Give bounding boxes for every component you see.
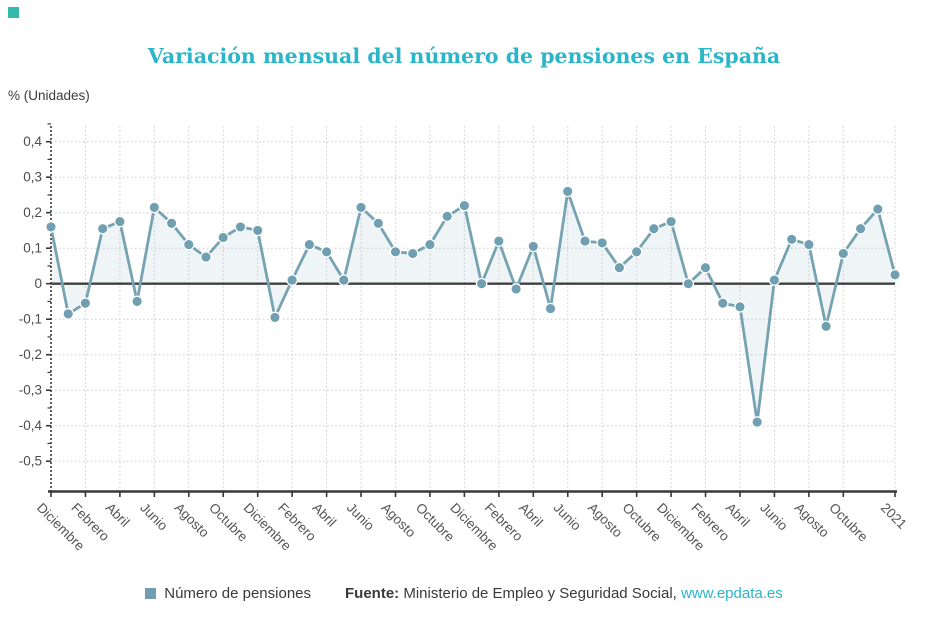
data-point[interactable] — [458, 199, 471, 212]
data-point[interactable] — [389, 245, 402, 258]
data-point[interactable] — [854, 222, 867, 235]
source-text: Fuente: Ministerio de Empleo y Seguridad… — [345, 585, 783, 602]
data-point[interactable] — [871, 203, 884, 215]
data-point[interactable] — [182, 238, 195, 251]
data-point[interactable] — [406, 247, 419, 260]
data-point[interactable] — [734, 300, 746, 313]
data-point[interactable] — [79, 297, 92, 310]
y-axis-label: -0,3 — [19, 383, 42, 398]
data-point[interactable] — [492, 235, 505, 247]
data-point[interactable] — [337, 274, 350, 286]
data-point[interactable] — [200, 251, 212, 263]
data-point[interactable] — [165, 217, 178, 230]
data-point[interactable] — [251, 224, 264, 237]
epdata-link[interactable]: www.epdata.es — [681, 585, 783, 602]
data-point[interactable] — [131, 295, 143, 308]
data-point[interactable] — [269, 311, 281, 324]
data-point[interactable] — [889, 268, 901, 281]
x-axis-label: Junio — [551, 500, 584, 533]
data-point[interactable] — [785, 233, 798, 246]
data-point[interactable] — [803, 238, 815, 251]
data-point[interactable] — [544, 302, 557, 315]
data-point[interactable] — [648, 222, 660, 235]
data-point[interactable] — [424, 238, 436, 251]
x-axis-label: 2021 — [878, 500, 910, 532]
data-point[interactable] — [630, 245, 643, 258]
x-axis-label: Agosto — [172, 500, 212, 540]
x-axis-label: Abril — [309, 500, 339, 530]
data-point[interactable] — [837, 247, 850, 260]
x-axis-label: Agosto — [378, 500, 418, 540]
legend-swatch — [145, 588, 157, 599]
x-axis-label: Abril — [723, 500, 753, 530]
data-point[interactable] — [475, 277, 488, 290]
data-point[interactable] — [234, 221, 247, 233]
x-axis-label: Agosto — [585, 500, 625, 540]
y-axis-label: 0,2 — [23, 205, 42, 220]
data-point[interactable] — [62, 308, 75, 320]
data-point[interactable] — [303, 238, 316, 251]
data-point[interactable] — [320, 245, 333, 258]
data-point[interactable] — [114, 215, 126, 228]
y-axis-label: 0,4 — [23, 134, 42, 149]
data-point[interactable] — [716, 297, 729, 310]
data-point[interactable] — [820, 320, 832, 333]
pensions-line-chart[interactable]: 0,40,30,20,10-0,1-0,2-0,3-0,4-0,5Diciemb… — [0, 0, 928, 580]
x-axis-label: Abril — [103, 500, 133, 530]
data-point[interactable] — [148, 201, 161, 214]
data-point[interactable] — [665, 215, 677, 228]
y-axis-label: 0,1 — [23, 241, 42, 256]
footer-row: Número de pensiones Fuente: Ministerio d… — [0, 585, 928, 602]
series-area-fill — [51, 191, 895, 423]
data-point[interactable] — [96, 222, 109, 235]
y-axis-label: -0,1 — [19, 312, 42, 327]
data-point[interactable] — [441, 210, 454, 223]
data-point[interactable] — [699, 261, 712, 274]
source-body: Ministerio de Empleo y Seguridad Social, — [399, 585, 681, 602]
x-axis-label: Octubre — [826, 500, 871, 545]
y-axis-label: -0,5 — [19, 454, 42, 469]
data-point[interactable] — [596, 237, 609, 249]
x-axis-label: Abril — [516, 500, 546, 530]
data-point[interactable] — [286, 274, 298, 286]
y-axis-label: -0,2 — [19, 347, 42, 362]
data-point[interactable] — [751, 416, 764, 428]
y-axis-unit-label: % (Unidades) — [8, 88, 90, 103]
x-axis-label: Junio — [137, 500, 170, 533]
chart-title: Variación mensual del número de pensione… — [147, 44, 781, 68]
data-point[interactable] — [561, 185, 574, 198]
data-point[interactable] — [355, 201, 367, 214]
x-axis-label: Junio — [344, 500, 377, 533]
y-axis-label: 0,3 — [23, 170, 42, 185]
data-point[interactable] — [768, 274, 781, 286]
data-point[interactable] — [45, 221, 57, 233]
data-point[interactable] — [510, 283, 522, 295]
data-point[interactable] — [613, 261, 626, 274]
data-point[interactable] — [527, 240, 540, 253]
y-axis-label: 0 — [34, 276, 42, 291]
data-point[interactable] — [217, 231, 230, 244]
data-point[interactable] — [579, 235, 591, 247]
data-point[interactable] — [372, 217, 385, 230]
legend-item[interactable]: Número de pensiones — [145, 585, 311, 602]
epdata-brand-mark — [8, 7, 19, 18]
x-axis-label: Agosto — [792, 500, 832, 540]
legend-label: Número de pensiones — [164, 585, 312, 602]
source-label: Fuente: — [345, 585, 400, 602]
data-point[interactable] — [682, 277, 695, 290]
x-axis-label: Junio — [757, 500, 790, 533]
y-axis-label: -0,4 — [19, 418, 43, 433]
